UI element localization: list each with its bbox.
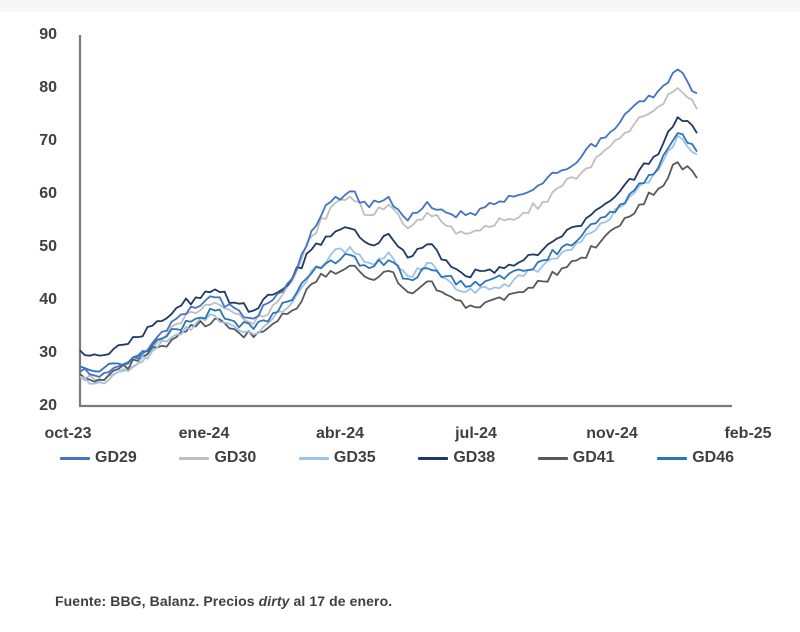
y-tick-label-60: 60 — [39, 185, 57, 202]
y-tick-label-20: 20 — [39, 397, 57, 414]
y-tick-label-80: 80 — [39, 79, 57, 96]
y-tick-label-30: 30 — [39, 344, 57, 361]
legend-label: GD30 — [214, 449, 257, 466]
legend-item-gd30: GD30 — [179, 449, 256, 467]
bond-price-chart: 20 30 40 50 60 70 80 90 oct-23 ene-24 abr-24 jul-2… — [39, 26, 772, 467]
y-tick-label-40: 40 — [39, 291, 57, 308]
legend-item-gd35: GD35 — [298, 449, 376, 467]
legend-line-icon — [179, 456, 210, 460]
x-tick-label-nov-24: nov-24 — [586, 425, 638, 442]
source-note-prefix: Fuente: BBG, Balanz. Precios — [55, 593, 259, 609]
legend-line-icon — [298, 456, 329, 460]
series-line-gd46 — [79, 132, 698, 373]
legend-line-icon — [60, 456, 90, 460]
y-tick-label-90: 90 — [39, 26, 57, 43]
y-tick-label-50: 50 — [39, 238, 57, 255]
x-tick-label-jul-24: jul-24 — [455, 425, 497, 442]
source-note-suffix: al 17 de enero. — [289, 593, 393, 609]
series-line-gd30 — [79, 87, 698, 382]
legend-label: GD38 — [453, 449, 496, 466]
legend-item-gd38: GD38 — [418, 449, 495, 467]
x-tick-label-abr-24: abr-24 — [315, 425, 365, 442]
legend-label: GD29 — [95, 449, 137, 466]
series-line-gd38 — [79, 116, 698, 357]
source-note: Fuente: BBG, Balanz. Precios dirty al 17… — [55, 593, 392, 609]
legend-label: GD35 — [333, 449, 376, 466]
legend-item-gd29: GD29 — [60, 449, 137, 467]
plot-area — [78, 35, 732, 408]
legend-item-gd41: GD41 — [537, 449, 615, 467]
series-line-gd41 — [79, 161, 698, 383]
x-tick-label-feb-25: feb-25 — [724, 425, 772, 442]
legend-line-icon — [418, 456, 449, 460]
legend-label: GD46 — [692, 449, 734, 466]
series-line-gd35 — [79, 134, 698, 385]
source-note-italic: dirty — [258, 593, 290, 609]
y-tick-label-70: 70 — [39, 132, 57, 149]
top-strip — [0, 0, 800, 12]
x-tick-label-ene-24: ene-24 — [178, 425, 230, 442]
x-tick-label-oct-23: oct-23 — [44, 425, 92, 442]
series-line-gd29 — [79, 68, 698, 378]
legend-label: GD41 — [572, 449, 615, 466]
legend: GD29 GD30 GD35 GD38 GD41 GD46 — [60, 449, 734, 467]
legend-line-icon — [657, 456, 688, 460]
legend-line-icon — [537, 456, 568, 460]
legend-item-gd46: GD46 — [657, 449, 734, 467]
